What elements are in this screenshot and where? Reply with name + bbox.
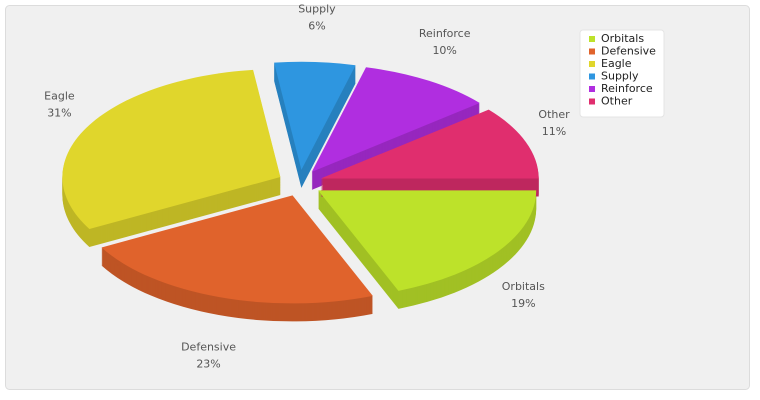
slice-label: Defensive (181, 341, 236, 354)
legend-label: Other (601, 95, 633, 108)
slice (311, 67, 480, 172)
slice (62, 69, 281, 230)
legend-label: Orbitals (601, 32, 644, 45)
legend: OrbitalsDefensiveEagleSupplyReinforceOth… (579, 29, 665, 118)
slice-value-label: 19% (511, 297, 535, 310)
slice (101, 195, 373, 304)
legend-label: Defensive (601, 45, 656, 58)
slice-value-label: 23% (196, 358, 220, 371)
legend-swatch (589, 48, 595, 55)
slice-label: Orbitals (502, 280, 545, 293)
slice-value-label: 10% (432, 44, 456, 57)
legend-label: Supply (601, 70, 639, 83)
slice-label: Eagle (44, 89, 75, 102)
slice (274, 61, 356, 170)
legend-swatch (589, 61, 595, 67)
slice-value-label: 31% (47, 106, 71, 119)
legend-swatch (589, 98, 595, 105)
slice-label: Supply (298, 2, 336, 15)
legend-label: Reinforce (601, 82, 653, 95)
slice-value-label: 11% (542, 125, 566, 138)
slice-label: Reinforce (419, 27, 471, 40)
legend-swatch (589, 73, 595, 80)
slice (318, 190, 537, 291)
legend-box (579, 29, 665, 118)
slice (320, 109, 539, 179)
legend-swatch (589, 36, 595, 42)
slice-label: Other (538, 108, 570, 121)
legend-swatch (589, 86, 595, 92)
legend-label: Eagle (601, 57, 632, 70)
slice-value-label: 6% (308, 19, 325, 32)
